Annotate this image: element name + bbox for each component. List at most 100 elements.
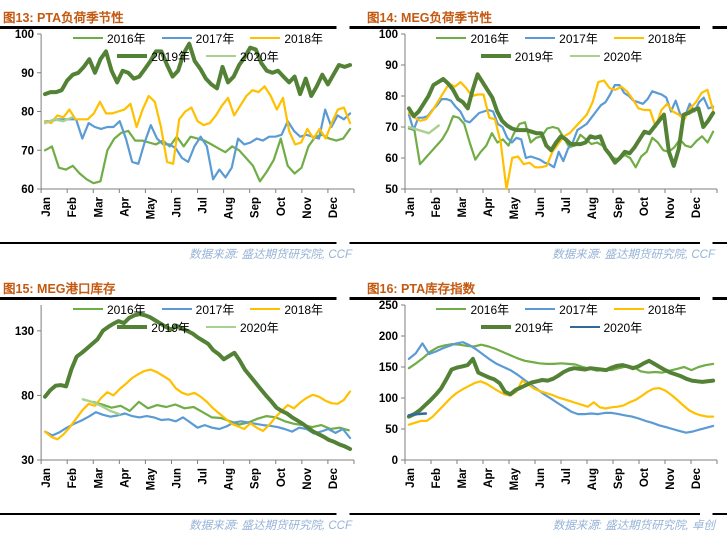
svg-text:100: 100 bbox=[379, 29, 398, 41]
legend-line-swatch bbox=[161, 36, 192, 40]
series-2020年 bbox=[81, 397, 121, 415]
svg-text:200: 200 bbox=[379, 331, 398, 343]
top-divider bbox=[364, 297, 727, 300]
legend-row: 2016年 2017年 2018年 bbox=[436, 30, 687, 47]
svg-text:Dec: Dec bbox=[328, 467, 340, 489]
svg-text:Nov: Nov bbox=[665, 467, 677, 489]
series-2019年 bbox=[43, 311, 353, 451]
svg-text:Dec: Dec bbox=[691, 196, 703, 218]
legend-label: 2018年 bbox=[647, 31, 687, 46]
legend-item-2016年: 2016年 bbox=[72, 301, 146, 318]
chart-area-fig16: 0 50 100 150 200 250 Jan Feb Mar Apr May Jun Jul Aug S… bbox=[364, 300, 727, 513]
svg-text:Jan: Jan bbox=[41, 468, 53, 488]
svg-text:60: 60 bbox=[385, 153, 398, 165]
series-2016年 bbox=[407, 114, 715, 168]
legend-line-swatch bbox=[161, 307, 192, 311]
legend-label: 2017年 bbox=[559, 31, 598, 46]
svg-text:Apr: Apr bbox=[483, 196, 495, 216]
svg-text:Apr: Apr bbox=[119, 467, 131, 487]
series-2017年 bbox=[43, 107, 352, 180]
svg-text:50: 50 bbox=[385, 184, 398, 196]
svg-text:May: May bbox=[145, 196, 157, 219]
legend-line-swatch bbox=[117, 325, 148, 329]
legend-row: 2019年 2020年 bbox=[480, 319, 642, 336]
svg-text:Nov: Nov bbox=[665, 196, 677, 218]
legend-label: 2017年 bbox=[195, 302, 235, 317]
svg-text:100: 100 bbox=[379, 393, 398, 405]
legend-item-2020年: 2020年 bbox=[206, 319, 279, 336]
legend-label: 2016年 bbox=[470, 302, 510, 317]
legend-label: 2017年 bbox=[559, 302, 598, 317]
svg-text:Sep: Sep bbox=[250, 197, 262, 218]
legend-line-swatch bbox=[117, 54, 148, 58]
svg-text:80: 80 bbox=[21, 390, 34, 402]
svg-text:Mar: Mar bbox=[93, 196, 105, 217]
svg-text:Jan: Jan bbox=[405, 197, 417, 217]
line-chart-fig14: 50 60 70 80 90 100 Jan Feb Mar Apr May Jun Jul Aug Sep… bbox=[379, 29, 718, 219]
legend-item-2018年: 2018年 bbox=[613, 301, 687, 318]
svg-text:Jun: Jun bbox=[171, 197, 183, 217]
source-caption-fig15: 数据来源: 盛达期货研究院, CCF bbox=[189, 520, 352, 532]
svg-text:Oct: Oct bbox=[639, 196, 651, 215]
svg-text:May: May bbox=[145, 467, 157, 490]
legend-row: 2016年 2017年 2018年 bbox=[72, 30, 324, 47]
svg-text:100: 100 bbox=[15, 29, 34, 41]
legend-label: 2018年 bbox=[647, 302, 687, 317]
chart-area-fig14: 50 60 70 80 90 100 Jan Feb Mar Apr May Jun Jul Aug Sep… bbox=[364, 29, 727, 242]
source-caption-fig13: 数据来源: 盛达期货研究院, CCF bbox=[189, 249, 352, 261]
legend-fig15: 2016年 2017年 2018年 2019年 2020年 bbox=[40, 301, 356, 336]
legend-fig16: 2016年 2017年 2018年 2019年 2020年 bbox=[404, 301, 719, 336]
panel-fig16-pta-inventory-index: 图16: PTA库存指数 0 50 100 150 200 250 Jan Feb Mar Apr… bbox=[364, 271, 727, 543]
bottom-divider bbox=[0, 241, 364, 244]
svg-text:150: 150 bbox=[379, 362, 398, 374]
legend-label: 2020年 bbox=[240, 49, 279, 64]
svg-text:Feb: Feb bbox=[431, 197, 443, 217]
svg-text:Oct: Oct bbox=[276, 467, 288, 486]
legend-line-swatch bbox=[206, 54, 236, 58]
legend-item-2016年: 2016年 bbox=[72, 30, 146, 47]
legend-item-2020年: 2020年 bbox=[206, 48, 279, 65]
svg-text:Jun: Jun bbox=[535, 197, 547, 217]
legend-item-2016年: 2016年 bbox=[436, 301, 509, 318]
line-chart-fig13: 60 70 80 90 100 Jan Feb Mar Apr May Jun Jul Aug Sep Oc… bbox=[15, 29, 355, 219]
svg-text:Sep: Sep bbox=[613, 468, 625, 489]
legend-row: 2016年 2017年 2018年 bbox=[72, 301, 323, 318]
svg-text:60: 60 bbox=[21, 184, 34, 196]
legend-line-swatch bbox=[613, 307, 644, 311]
legend-item-2019年: 2019年 bbox=[480, 48, 554, 65]
series-2017年 bbox=[43, 410, 352, 439]
legend-line-swatch bbox=[480, 325, 511, 329]
svg-text:Aug: Aug bbox=[224, 197, 236, 219]
svg-text:Jul: Jul bbox=[561, 197, 573, 214]
svg-text:Jul: Jul bbox=[198, 197, 210, 214]
svg-text:Mar: Mar bbox=[93, 467, 105, 488]
legend-label: 2020年 bbox=[240, 320, 279, 335]
legend-item-2018年: 2018年 bbox=[250, 301, 323, 318]
legend-label: 2018年 bbox=[284, 31, 324, 46]
svg-text:Feb: Feb bbox=[67, 468, 79, 488]
line-chart-fig15: 30 80 130 Jan Feb Mar Apr May Jun Jul Aug Sep Oct Nov… bbox=[15, 304, 355, 490]
svg-text:Dec: Dec bbox=[691, 467, 703, 489]
svg-text:Jul: Jul bbox=[198, 468, 210, 485]
svg-text:30: 30 bbox=[21, 455, 34, 467]
bottom-divider bbox=[364, 241, 727, 244]
legend-item-2018年: 2018年 bbox=[613, 30, 687, 47]
legend-label: 2019年 bbox=[514, 49, 554, 64]
top-divider bbox=[0, 297, 364, 300]
legend-line-swatch bbox=[436, 36, 467, 40]
svg-text:80: 80 bbox=[385, 91, 398, 103]
source-caption-fig14: 数据来源: 盛达期货研究院, CCF bbox=[552, 249, 715, 261]
svg-text:Sep: Sep bbox=[250, 468, 262, 489]
series-2018年 bbox=[407, 78, 715, 190]
legend-fig14: 2016年 2017年 2018年 2019年 2020年 bbox=[404, 30, 719, 65]
chart-title-fig16: 图16: PTA库存指数 bbox=[367, 282, 476, 296]
series-2018年 bbox=[43, 84, 352, 165]
series-2019年 bbox=[406, 71, 716, 168]
svg-text:May: May bbox=[509, 467, 521, 490]
svg-text:Jul: Jul bbox=[561, 468, 573, 485]
svg-text:90: 90 bbox=[21, 67, 34, 79]
legend-label: 2016年 bbox=[106, 302, 146, 317]
series-2017年 bbox=[407, 83, 715, 168]
svg-text:Feb: Feb bbox=[67, 197, 79, 217]
series-2017年 bbox=[407, 340, 715, 434]
